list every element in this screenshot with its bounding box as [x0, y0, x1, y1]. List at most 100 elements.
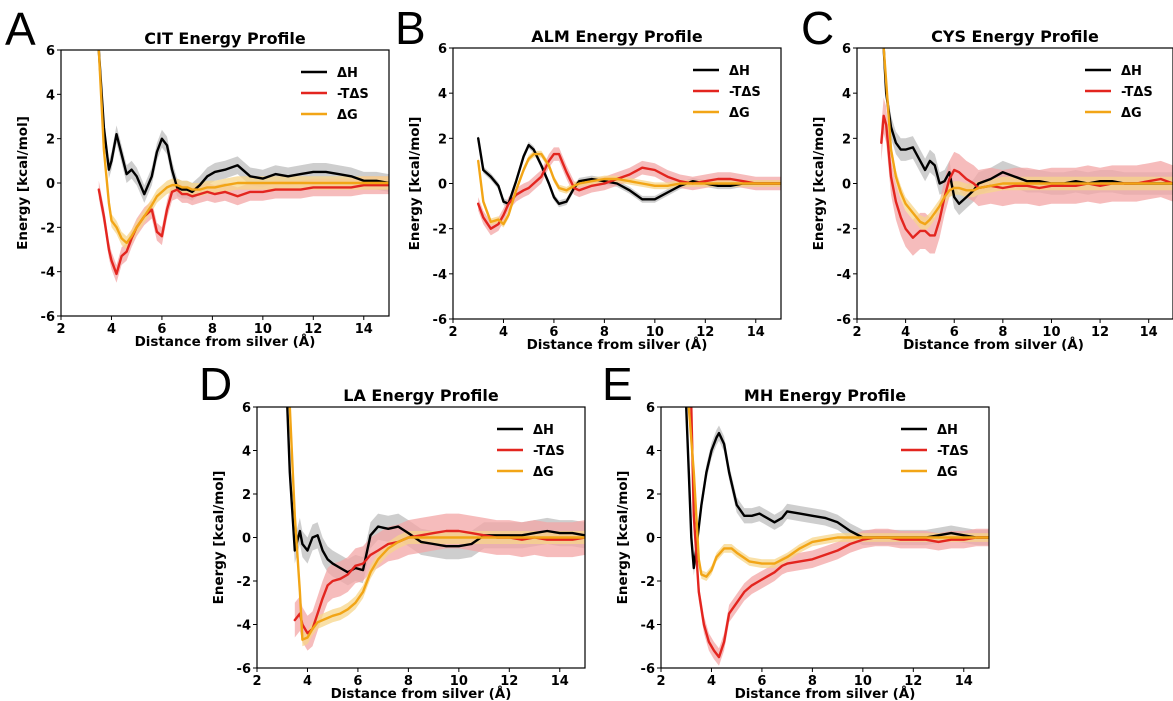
x-tick-label: 6: [353, 674, 362, 689]
x-tick-label: 6: [549, 325, 558, 340]
x-axis-label: Distance from silver (Å): [135, 333, 316, 350]
y-axis-label: Energy [kcal/mol]: [15, 116, 31, 250]
y-tick-label: -2: [41, 221, 55, 236]
chart-title: ALM Energy Profile: [531, 27, 703, 46]
y-tick-label: 6: [242, 401, 251, 416]
y-tick-label: 6: [646, 401, 655, 416]
uncertainty-band-dg: [289, 407, 585, 647]
x-tick-label: 14: [355, 322, 373, 337]
x-tick-label: 2: [56, 322, 65, 337]
series-line-mtds: [477, 152, 781, 230]
panel-letter: A: [5, 3, 36, 55]
y-tick-label: -6: [237, 662, 251, 677]
uncertainty-band-mtds: [98, 176, 389, 283]
y-tick-label: -2: [433, 223, 447, 238]
x-tick-label: 14: [955, 674, 973, 689]
legend-label-dg: ΔG: [937, 465, 958, 480]
chart-title: CIT Energy Profile: [144, 29, 306, 48]
legend-label-dg: ΔG: [1121, 106, 1142, 121]
y-tick-label: 6: [46, 44, 55, 59]
x-tick-label: 2: [656, 674, 665, 689]
series-line-dh: [477, 137, 781, 206]
y-tick-label: 4: [46, 88, 55, 103]
y-tick-label: 4: [646, 445, 655, 460]
x-tick-label: 6: [950, 325, 959, 340]
legend-label-mtds: -TΔS: [1121, 85, 1153, 100]
legend-label-mtds: -TΔS: [937, 444, 969, 459]
legend: ΔH -TΔS ΔG: [301, 66, 369, 123]
series-line-dh: [286, 407, 585, 574]
x-tick-label: 2: [252, 674, 261, 689]
x-tick-label: 6: [157, 322, 166, 337]
y-tick-label: -4: [837, 268, 851, 283]
y-tick-label: 6: [842, 42, 851, 57]
plot-area: [685, 407, 989, 666]
x-tick-label: 8: [998, 325, 1007, 340]
series-line-mtds: [880, 114, 1173, 239]
x-tick-label: 8: [404, 674, 413, 689]
series-line-dg: [97, 50, 389, 245]
legend-label-mtds: -TΔS: [533, 444, 565, 459]
series-line-dg: [288, 407, 585, 641]
y-tick-label: 4: [242, 445, 251, 460]
x-tick-label: 10: [646, 325, 664, 340]
panel-letter: D: [199, 358, 232, 410]
legend-label-mtds: -TΔS: [337, 87, 369, 102]
x-tick-label: 12: [500, 674, 518, 689]
chart-title: CYS Energy Profile: [931, 27, 1099, 46]
y-tick-label: -2: [837, 223, 851, 238]
y-tick-label: 2: [842, 132, 851, 147]
x-tick-label: 4: [303, 674, 312, 689]
x-tick-label: 12: [1091, 325, 1109, 340]
legend: ΔH -TΔS ΔG: [1085, 64, 1153, 121]
y-axis-label: Energy [kcal/mol]: [407, 117, 423, 251]
panel-letter: B: [395, 2, 426, 54]
legend-label-dh: ΔH: [937, 423, 958, 438]
x-axis-label: Distance from silver (Å): [735, 685, 916, 701]
y-tick-label: -4: [41, 266, 55, 281]
legend: ΔH -TΔS ΔG: [901, 423, 969, 480]
x-axis-label: Distance from silver (Å): [331, 685, 512, 701]
x-tick-label: 8: [808, 674, 817, 689]
plot-area: [97, 50, 389, 283]
plot-area: [880, 48, 1173, 256]
legend-label-dh: ΔH: [533, 423, 554, 438]
x-tick-label: 10: [450, 674, 468, 689]
x-tick-label: 4: [107, 322, 116, 337]
legend-label-dh: ΔH: [1121, 64, 1142, 79]
x-tick-label: 2: [448, 325, 457, 340]
y-tick-label: 2: [438, 132, 447, 147]
y-tick-label: -6: [837, 313, 851, 328]
y-tick-label: -2: [641, 575, 655, 590]
y-tick-label: -4: [237, 619, 251, 634]
x-tick-label: 10: [1042, 325, 1060, 340]
x-axis-label: Distance from silver (Å): [527, 336, 708, 353]
y-tick-label: -2: [237, 575, 251, 590]
panel-letter: C: [801, 2, 834, 54]
series-line-dg: [687, 407, 989, 578]
y-tick-label: -6: [433, 313, 447, 328]
chart-title: MH Energy Profile: [744, 386, 906, 405]
uncertainty-band-dh: [478, 134, 781, 208]
legend-label-dh: ΔH: [729, 64, 750, 79]
chart-title: LA Energy Profile: [343, 386, 499, 405]
y-tick-label: -4: [641, 619, 655, 634]
series-line-mtds: [293, 529, 585, 635]
x-tick-label: 4: [707, 674, 716, 689]
x-tick-label: 4: [499, 325, 508, 340]
y-tick-label: 2: [646, 488, 655, 503]
x-tick-label: 12: [904, 674, 922, 689]
y-tick-label: 0: [46, 177, 55, 192]
x-tick-label: 14: [1140, 325, 1158, 340]
y-tick-label: 6: [438, 42, 447, 57]
y-tick-label: 2: [46, 133, 55, 148]
x-tick-label: 6: [757, 674, 766, 689]
series-line-mtds: [690, 407, 989, 659]
y-tick-label: -6: [641, 662, 655, 677]
y-axis-label: Energy [kcal/mol]: [211, 471, 227, 605]
y-tick-label: -4: [433, 268, 447, 283]
x-tick-label: 4: [901, 325, 910, 340]
